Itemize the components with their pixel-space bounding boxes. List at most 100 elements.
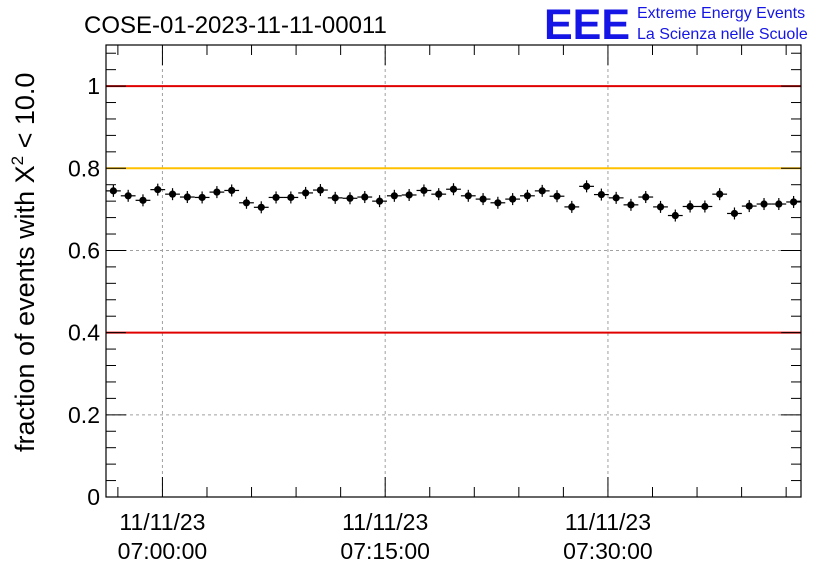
data-point xyxy=(268,191,284,204)
data-point xyxy=(667,209,683,222)
data-point xyxy=(283,191,299,204)
data-point xyxy=(579,180,594,193)
marker xyxy=(390,192,398,200)
marker xyxy=(760,200,768,208)
y-tick-label: 0.4 xyxy=(68,320,100,346)
marker xyxy=(420,186,428,195)
marker xyxy=(656,203,665,211)
data-points xyxy=(106,180,801,222)
x-tick-label-date: 11/11/23 xyxy=(565,509,651,535)
data-point xyxy=(475,193,491,206)
marker xyxy=(775,200,783,208)
marker xyxy=(701,202,709,211)
logo-mark: EEE xyxy=(544,1,630,49)
data-point xyxy=(741,200,757,213)
data-point xyxy=(224,184,240,197)
data-point xyxy=(120,189,136,202)
marker xyxy=(361,193,369,201)
data-point xyxy=(194,191,210,204)
marker xyxy=(597,190,605,199)
axes xyxy=(105,44,802,498)
y-tick-label: 0.6 xyxy=(68,237,100,263)
marker xyxy=(523,192,532,200)
marker xyxy=(671,211,679,220)
marker xyxy=(568,203,576,211)
logo-line2: La Scienza nelle Scuole xyxy=(637,26,808,43)
marker xyxy=(553,192,561,200)
data-point xyxy=(416,184,432,197)
marker xyxy=(538,187,546,195)
marker xyxy=(642,193,650,201)
data-point xyxy=(505,193,521,206)
data-point xyxy=(209,186,225,199)
marker xyxy=(435,190,443,198)
data-point xyxy=(431,188,447,201)
marker xyxy=(494,199,502,207)
data-point xyxy=(593,188,609,201)
data-point xyxy=(357,191,373,204)
y-tick-label: 0 xyxy=(87,484,100,510)
data-point xyxy=(460,189,476,202)
eee-logo: EEE Extreme Energy Events La Scienza nel… xyxy=(544,1,808,49)
marker xyxy=(449,185,458,193)
marker xyxy=(745,202,753,210)
data-point xyxy=(638,191,654,204)
data-point xyxy=(520,189,535,202)
data-point xyxy=(446,183,461,196)
data-point xyxy=(313,184,328,197)
marker xyxy=(582,182,591,190)
data-point xyxy=(165,188,180,201)
data-point xyxy=(386,189,402,202)
data-point xyxy=(756,198,772,211)
data-point xyxy=(253,201,269,214)
x-tick-labels: 11/11/23 07:00:00 11/11/23 07:15:00 11/11/23… xyxy=(118,509,653,564)
data-point xyxy=(564,200,580,213)
marker xyxy=(479,195,487,203)
marker xyxy=(686,202,694,211)
data-point xyxy=(106,184,121,197)
x-tick-label-date: 11/11/23 xyxy=(342,509,428,535)
y-tick-labels: 0 0.2 0.4 0.6 0.8 1 xyxy=(68,73,100,510)
data-point xyxy=(697,200,713,213)
marker xyxy=(302,189,310,197)
data-point xyxy=(327,191,343,204)
marker xyxy=(109,187,117,195)
marker xyxy=(346,194,354,202)
marker xyxy=(509,195,517,203)
marker xyxy=(790,198,798,206)
x-tick-label-time: 07:30:00 xyxy=(563,538,653,564)
logo-line1: Extreme Energy Events xyxy=(637,5,805,22)
data-point xyxy=(490,196,506,209)
data-point xyxy=(298,186,314,199)
data-point xyxy=(135,194,151,207)
data-point xyxy=(401,188,417,201)
marker xyxy=(228,186,236,195)
marker xyxy=(316,186,325,194)
data-point xyxy=(608,191,624,204)
data-point xyxy=(150,183,166,196)
marker xyxy=(168,190,177,198)
data-point xyxy=(786,195,801,208)
marker xyxy=(287,193,295,202)
data-point xyxy=(653,200,668,213)
y-axis-label-symbol: X xyxy=(10,165,40,183)
data-point xyxy=(623,198,639,211)
chart-title: COSE-01-2023-11-11-00011 xyxy=(84,12,387,39)
marker xyxy=(730,209,739,218)
marker xyxy=(198,193,206,202)
marker xyxy=(464,192,472,200)
reference-lines xyxy=(106,85,801,334)
data-point xyxy=(372,195,387,208)
data-point xyxy=(727,207,742,220)
y-tick-label: 1 xyxy=(87,73,100,99)
y-axis-label-suffix: < 10.0 xyxy=(10,73,40,156)
marker xyxy=(139,196,147,204)
marker xyxy=(716,190,724,198)
marker xyxy=(272,193,280,202)
marker xyxy=(627,201,635,209)
data-point xyxy=(771,198,787,211)
x-tick-label-date: 11/11/23 xyxy=(119,509,205,535)
marker xyxy=(183,193,191,201)
marker xyxy=(213,188,221,196)
